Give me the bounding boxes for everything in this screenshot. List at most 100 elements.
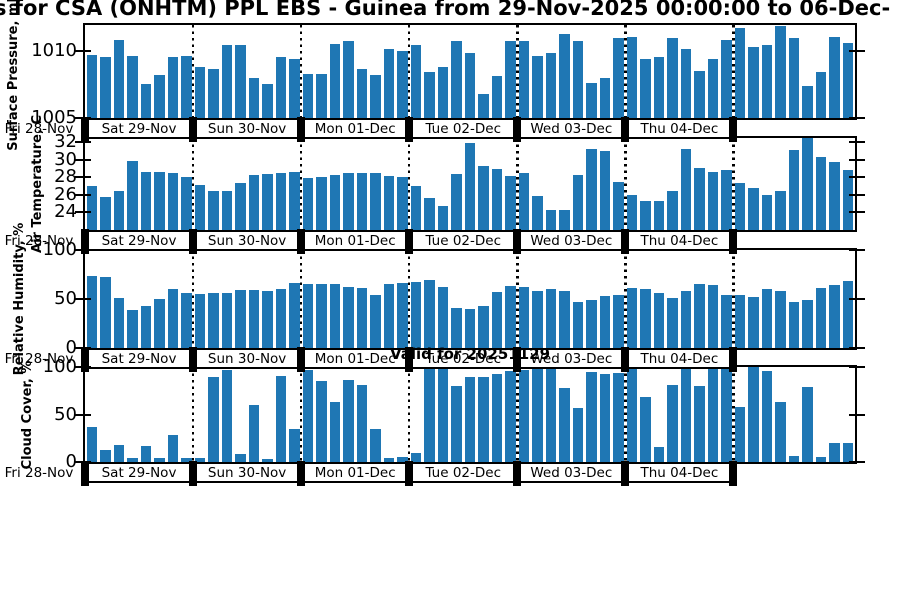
cloud-cover-bar [383,458,395,462]
day-boundary-gridline [191,138,195,230]
relative-humidity-bar [518,287,530,348]
surface-pressure-bar [208,69,219,118]
relative-humidity-bar [680,291,692,348]
y-tick [75,193,91,196]
day-boundary-gridline [191,250,195,348]
y-tick-label: 50 [54,403,77,425]
surface-pressure-plot [75,23,865,120]
surface-pressure-bar [815,72,827,118]
relative-humidity-bar [640,289,651,348]
day-label: Mon 01-Dec [314,351,396,367]
surface-pressure-bar [154,74,165,118]
y-tick-label: 1010 [31,39,77,61]
surface-pressure-bar [410,45,422,118]
day-boundary-gridline [732,250,735,348]
relative-humidity-bar [653,293,665,348]
left-edge-day-label: Fri 28-Nov [4,351,74,367]
y-tick [849,461,865,463]
cloud-cover-bar [275,375,287,462]
relative-humidity-bar [667,298,678,348]
surface-pressure-bar [194,66,206,118]
surface-pressure-bar [829,37,840,118]
day-boundary-gridline [732,367,735,462]
relative-humidity-bar [491,292,503,348]
surface-pressure-bar [518,41,530,118]
cloud-cover-bar [775,402,786,462]
y-tick [75,298,91,300]
surface-pressure-bar [775,26,786,118]
day-label: Wed 03-Dec [530,233,613,249]
day-boundary-gridline [299,25,303,118]
air-temperature-bar [640,201,651,230]
relative-humidity-bar [167,289,179,348]
cloud-cover-bar [518,369,530,462]
relative-humidity-bar [505,286,516,348]
air-temperature-bar [302,178,314,230]
relative-humidity-bar [235,290,246,348]
surface-pressure-bar [86,54,97,118]
day-separator [297,461,306,486]
day-label: Tue 02-Dec [425,233,502,249]
y-tick [75,413,91,416]
day-boundary-gridline [299,367,303,462]
cloud-cover-bar [707,367,719,462]
y-tick [849,193,865,196]
cloud-cover-bar [154,458,165,462]
air-temperature-bar [518,173,530,230]
surface-pressure-bar [505,41,516,118]
cloud-cover-bar [829,443,840,462]
cloud-cover-plot [75,365,865,464]
y-tick [849,158,865,161]
cloud-cover-bar [289,428,300,462]
cloud-cover-bar [194,458,206,462]
air-temperature-bar [208,191,219,230]
air-temperature-bar [248,174,260,230]
day-label: Tue 02-Dec [425,121,502,137]
y-tick-label: 24 [54,201,77,223]
valid-for-label: Valid for 20251129 [389,345,551,363]
cloud-cover-bar [640,397,651,462]
day-boundary-gridline [191,367,195,462]
surface-pressure-bar [694,70,705,118]
air-temperature-bar [707,172,719,230]
cloud-cover-bar [424,367,435,462]
surface-pressure-bar [248,77,260,118]
air-temperature-bar [694,167,705,230]
surface-pressure-bar [613,38,624,118]
day-boundary-gridline [516,250,519,348]
cloud-cover-bar [559,387,570,462]
relative-humidity-bar [370,295,381,348]
air-temperature-bar [437,206,449,230]
relative-humidity-bar [100,277,111,348]
air-temperature-bar [586,149,597,230]
relative-humidity-bar [127,309,138,348]
surface-pressure-bar [275,57,287,118]
relative-humidity-plot [75,248,865,350]
cloud-cover-bar [451,386,462,462]
air-temperature-bar [113,191,125,230]
air-temperature-bar [289,172,300,230]
cloud-cover-bar [734,406,746,462]
relative-humidity-bar [451,307,462,348]
day-label: Sun 30-Nov [207,121,287,137]
day-boundary-gridline [516,25,519,118]
surface-pressure-bar [316,73,327,118]
air-temperature-bar [370,173,381,230]
relative-humidity-bar [410,282,422,348]
y-tick [75,49,91,52]
day-separator [405,347,414,372]
day-separator [189,229,198,254]
day-label: Thu 04-Dec [640,233,719,249]
air-temperature-bar [748,187,759,230]
day-separator [621,229,630,254]
day-boundary-gridline [624,138,627,230]
day-label: Mon 01-Dec [314,465,396,481]
surface-pressure-bar [113,39,125,118]
day-separator [513,117,522,142]
left-edge-day-label: Fri 28-Nov [4,121,74,137]
day-boundary-gridline [732,25,735,118]
cloud-cover-bar [167,435,179,462]
relative-humidity-bar [113,298,125,348]
cloud-cover-bar [370,428,381,462]
